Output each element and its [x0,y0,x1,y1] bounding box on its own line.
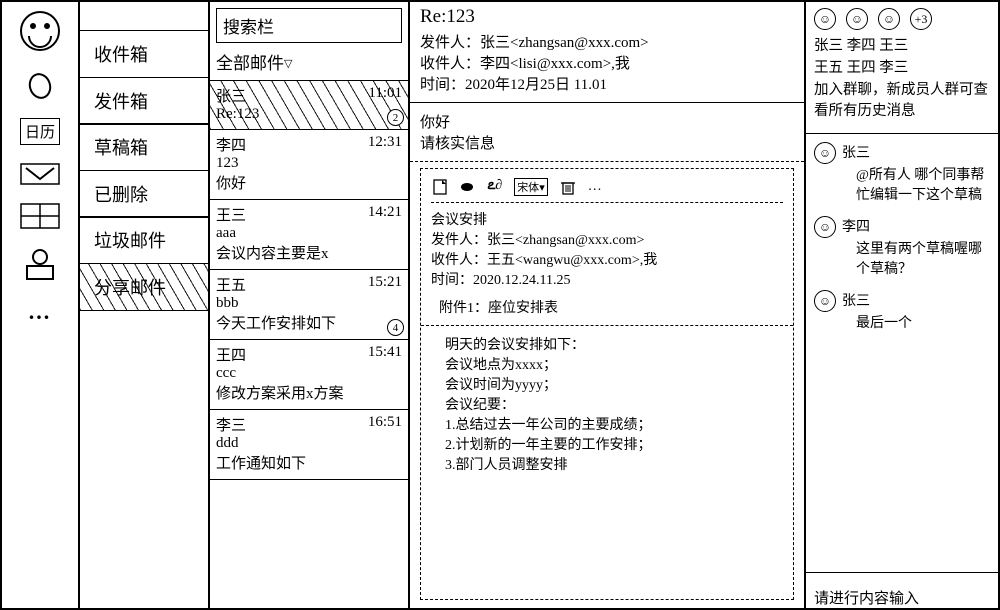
chat-messages: ☺张三@所有人 哪个同事帮忙编辑一下这个草稿 ☺李四这里有两个草稿喔哪个草稿？ ☺张… [806,133,998,354]
calendar-button[interactable]: 日历 [20,118,60,145]
smile-icon: ☺ [814,216,836,238]
font-select[interactable]: 宋体▾ [514,178,548,196]
mail-item[interactable]: 王三14:21aaa会议内容主要是x [210,200,408,270]
smile-icon[interactable]: ☺ [846,8,868,30]
chat-message: ☺张三@所有人 哪个同事帮忙编辑一下这个草稿 [814,142,990,204]
mail-item[interactable]: 王五15:21bbb今天工作安排如下4 [210,270,408,340]
mail-item[interactable]: 王四15:41ccc修改方案采用x方案 [210,340,408,410]
smile-icon: ☺ [814,290,836,312]
folder-list: 收件箱发件箱草稿箱已删除垃圾邮件分享邮件 [80,2,210,608]
icon-rail: 日历 ... [2,2,80,608]
folder-item[interactable]: 垃圾邮件 [80,216,208,264]
reading-pane: Re:123 发件人：张三<zhangsan@xxx.com> 收件人：李四<l… [410,2,806,608]
page-icon[interactable] [433,179,447,195]
list-title[interactable]: 全部邮件▽ [210,45,408,81]
trash-icon[interactable] [560,179,576,195]
grid-icon[interactable] [10,203,70,229]
chat-members: 张三 李四 王三 王五 王四 李三 加入群聊，新成员人群可查看所有历史消息 [814,36,990,123]
smile-icon: ☺ [814,142,836,164]
count-badge: 2 [387,109,404,126]
attach-icon[interactable] [459,180,475,194]
message-subject: Re:123 [420,6,794,28]
chat-panel: ☺ ☺ ☺ +3 张三 李四 王三 王五 王四 李三 加入群聊，新成员人群可查看… [806,2,998,608]
folder-item[interactable]: 已删除 [80,170,208,218]
more-icon[interactable]: ... [10,299,70,325]
mail-item[interactable]: 张三11:01Re:1232 [210,81,408,130]
mail-item[interactable]: 李四12:31123你好 [210,130,408,200]
folder-item[interactable]: 收件箱 [80,30,208,78]
message-header: Re:123 发件人：张三<zhangsan@xxx.com> 收件人：李四<l… [410,2,804,103]
mail-item[interactable]: 李三16:51ddd工作通知如下 [210,410,408,480]
mail-list: 搜索栏 全部邮件▽ 张三11:01Re:1232李四12:31123你好王三14… [210,2,410,608]
chat-message: ☺李四这里有两个草稿喔哪个草稿？ [814,216,990,278]
search-input[interactable]: 搜索栏 [216,8,402,43]
smile-icon[interactable]: ☺ [814,8,836,30]
chat-message: ☺张三最后一个 [814,290,990,332]
smile-icon[interactable]: ☺ [878,8,900,30]
quoted-message: ఽ∂ 宋体▾ … 会议安排 发件人：张三<zhangsan@xxx.com> 收… [420,168,794,600]
egg-icon[interactable] [10,70,70,100]
folder-item[interactable]: 草稿箱 [80,123,208,171]
folder-item[interactable]: 分享邮件 [80,263,208,311]
script-icon[interactable]: ఽ∂ [487,177,502,196]
dropdown-icon[interactable]: ▽ [284,57,292,70]
more-badge[interactable]: +3 [910,8,932,30]
chat-avatars: ☺ ☺ ☺ +3 [814,8,990,30]
folder-item[interactable]: 发件箱 [80,77,208,125]
chat-input[interactable]: 请进行内容输入 [806,572,998,608]
more-icon[interactable]: … [588,179,602,195]
user-icon[interactable] [10,247,70,281]
smile-icon[interactable] [10,10,70,52]
editor-toolbar: ఽ∂ 宋体▾ … [431,175,783,203]
message-body: 你好 请核实信息 [410,103,804,162]
count-badge: 4 [387,319,404,336]
chevron-down-icon[interactable] [10,163,70,185]
